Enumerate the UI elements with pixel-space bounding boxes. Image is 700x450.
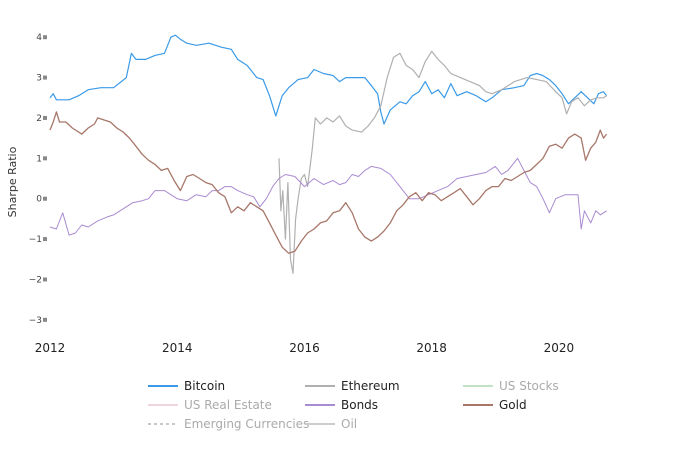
x-tick-label: 2018 [416,341,447,355]
legend-item-gold[interactable]: Gold [463,398,527,412]
legend-label: Gold [499,398,527,412]
legend-item-emerging-currencies[interactable]: Emerging Currencies [148,417,309,431]
legend-item-oil[interactable]: Oil [305,417,357,431]
x-tick-label: 2012 [35,341,66,355]
legend-label: Bonds [341,398,378,412]
x-tick-label: 2016 [289,341,320,355]
y-tick-marker [43,196,47,201]
y-axis-ticks: 4 3 2 1 0 −1 −2 −3 [29,33,47,326]
series-line-bitcoin [49,34,608,125]
y-tick-label: 1 [36,154,42,164]
legend-item-us-real-estate[interactable]: US Real Estate [148,398,272,412]
y-tick-label: −1 [29,235,42,245]
y-tick-marker [43,75,47,80]
series-line-gold [49,111,608,254]
series-line-ethereum [278,50,607,274]
y-tick-label: 4 [36,33,42,43]
legend-label: US Stocks [499,379,559,393]
y-tick-label: 0 [36,195,42,205]
legend-label: Bitcoin [184,379,225,393]
y-axis-label: Sharpe Ratio [6,146,19,217]
plot-area [49,34,608,274]
x-axis-ticks: 2012 2014 2016 2018 2020 [35,341,574,355]
y-tick-label: 3 [36,74,42,84]
legend-item-us-stocks[interactable]: US Stocks [463,379,559,393]
legend-item-bonds[interactable]: Bonds [305,398,378,412]
legend-item-ethereum[interactable]: Ethereum [305,379,400,393]
x-tick-label: 2020 [544,341,575,355]
legend-label: Emerging Currencies [184,417,309,431]
legend-label: Ethereum [341,379,400,393]
legend-item-bitcoin[interactable]: Bitcoin [148,379,225,393]
legend-label: Oil [341,417,357,431]
y-tick-marker [43,35,47,40]
y-tick-label: −3 [29,316,42,326]
y-tick-marker [43,115,47,120]
legend[interactable]: Bitcoin Ethereum US Stocks US Real Estate Bo… [148,379,559,431]
series-line-bonds [49,157,607,236]
y-tick-label: 2 [36,114,42,124]
legend-label: US Real Estate [184,398,272,412]
y-tick-label: −2 [29,275,42,285]
y-tick-marker [43,277,47,282]
x-tick-label: 2014 [162,341,193,355]
y-tick-marker [43,317,47,322]
y-tick-marker [43,237,47,242]
y-tick-marker [43,156,47,161]
